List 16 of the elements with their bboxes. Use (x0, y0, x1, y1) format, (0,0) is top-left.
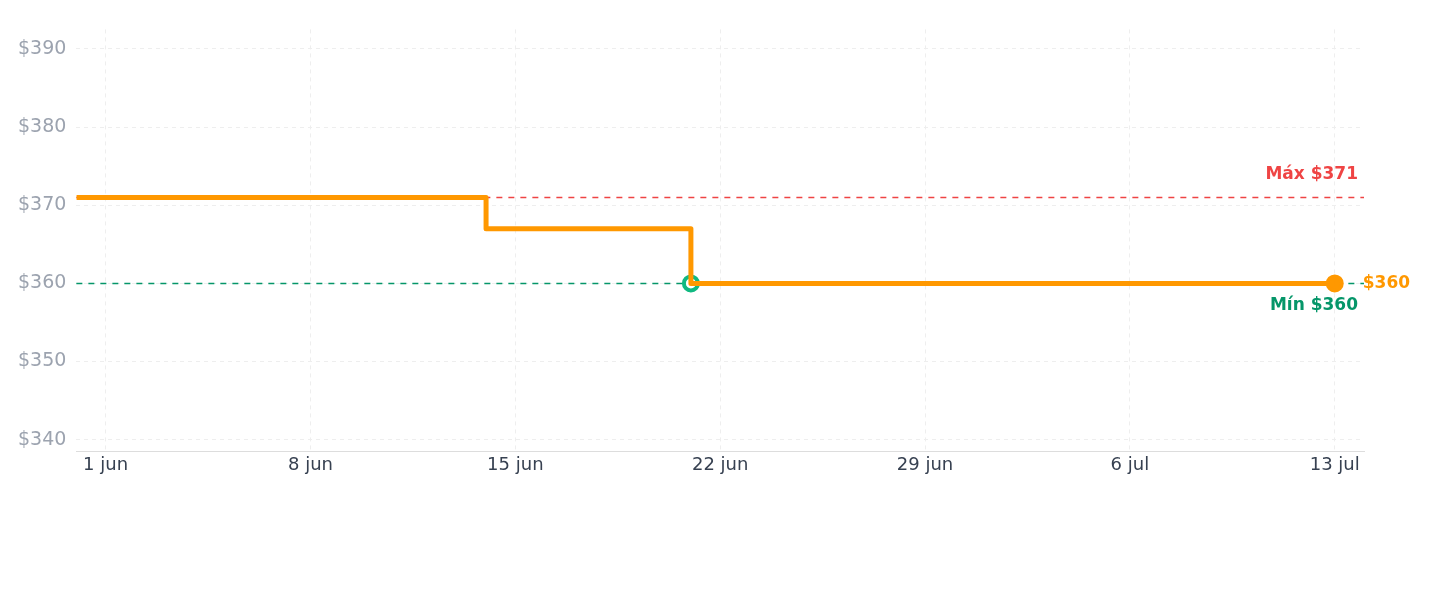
ref-line-label: Mín $360 (1269, 294, 1359, 315)
x-tick-label: 22 jun (691, 452, 749, 474)
x-tick-label: 1 jun (83, 452, 129, 474)
x-tick-label: 15 jun (487, 452, 544, 474)
y-tick-label: $370 (17, 192, 67, 215)
x-tick-label: 6 jul (1110, 452, 1150, 474)
ref-line-label: Máx $371 (1265, 163, 1358, 184)
x-tick-label: 13 jul (1309, 452, 1360, 474)
x-tick-label: 8 jun (287, 452, 333, 474)
x-tick-label: 29 jun (896, 452, 954, 474)
y-tick-label: $360 (17, 270, 67, 293)
y-tick-label: $340 (17, 426, 67, 449)
y-tick-label: $390 (17, 35, 67, 58)
y-tick-label: $380 (17, 114, 67, 137)
y-tick-label: $350 (17, 348, 67, 371)
annotation: $360 (1362, 271, 1411, 292)
